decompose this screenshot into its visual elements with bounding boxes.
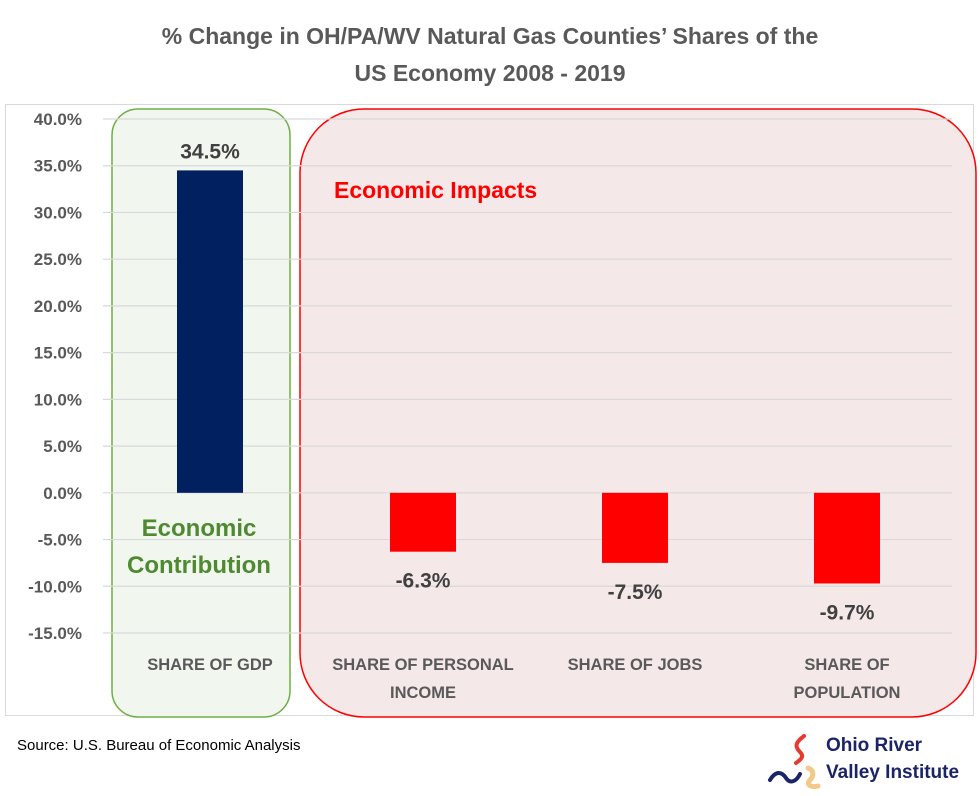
chart-title-line-2: US Economy 2008 - 2019	[354, 60, 626, 86]
y-tick-label: 35.0%	[34, 157, 82, 176]
economic-contribution-label: Economic	[142, 515, 257, 542]
x-tick-label: INCOME	[390, 684, 456, 702]
x-tick-label: SHARE OF	[804, 656, 889, 674]
y-tick-label: 25.0%	[34, 250, 82, 269]
logo-text: Ohio River Valley Institute	[826, 732, 959, 786]
y-tick-label: 40.0%	[34, 110, 82, 129]
bar	[390, 492, 456, 552]
logo-line-1: Ohio River	[826, 735, 923, 756]
chart-title-line-1: % Change in OH/PA/WV Natural Gas Countie…	[161, 23, 819, 49]
data-label: 34.5%	[180, 140, 240, 163]
y-tick-label: 0.0%	[43, 484, 82, 503]
y-tick-label: 15.0%	[34, 344, 82, 363]
river-flame-icon	[768, 734, 821, 789]
economic-contribution-label: Contribution	[127, 552, 271, 579]
y-tick-label: 30.0%	[34, 203, 82, 222]
bar	[814, 492, 880, 584]
x-tick-label: SHARE OF GDP	[147, 656, 273, 674]
y-tick-label: -10.0%	[28, 577, 82, 596]
y-tick-label: -15.0%	[28, 624, 82, 643]
y-tick-label: -5.0%	[38, 531, 82, 550]
x-tick-label: SHARE OF PERSONAL	[332, 656, 514, 674]
impacts-box	[299, 108, 977, 718]
y-tick-label: 5.0%	[43, 437, 82, 456]
economic-impacts-label: Economic Impacts	[334, 177, 537, 203]
data-label: -9.7%	[820, 601, 875, 624]
logo-line-2: Valley Institute	[826, 762, 960, 783]
x-tick-label: POPULATION	[794, 684, 901, 702]
bar	[602, 492, 668, 563]
y-tick-label: 10.0%	[34, 390, 82, 409]
chart-title: % Change in OH/PA/WV Natural Gas Countie…	[0, 18, 980, 92]
data-label: -6.3%	[396, 570, 451, 593]
logo: Ohio River Valley Institute	[766, 732, 980, 792]
data-label: -7.5%	[608, 581, 663, 604]
y-tick-label: 20.0%	[34, 297, 82, 316]
bar	[177, 170, 243, 493]
source-note: Source: U.S. Bureau of Economic Analysis	[17, 737, 301, 754]
x-tick-label: SHARE OF JOBS	[568, 656, 703, 674]
